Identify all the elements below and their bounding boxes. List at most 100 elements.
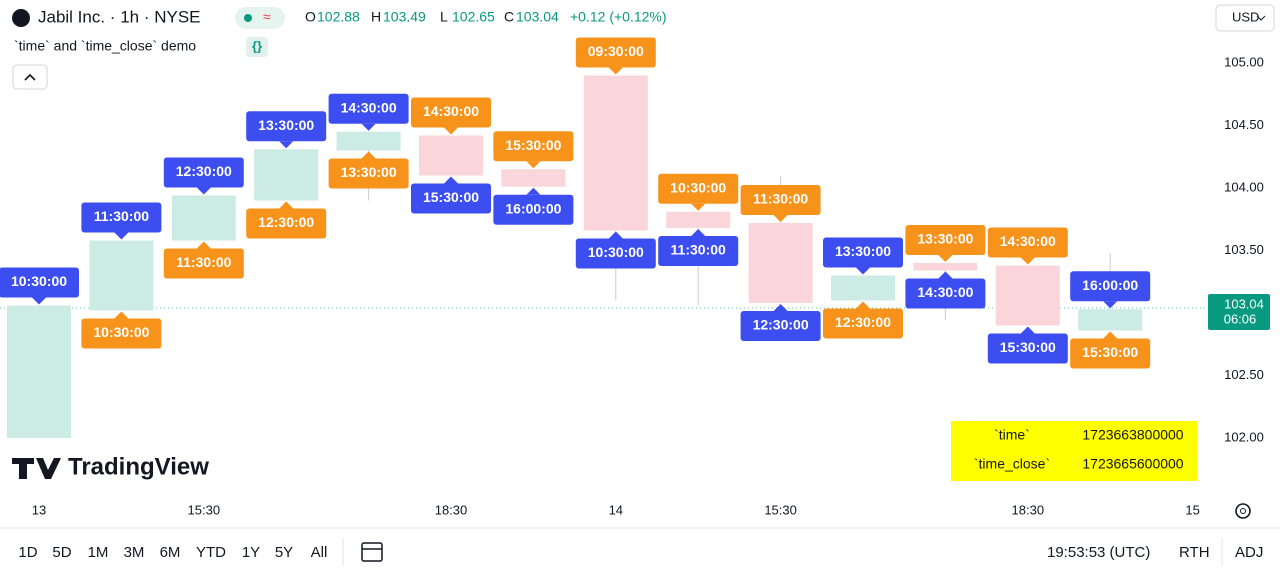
time-label-box bbox=[246, 208, 327, 239]
time-label: 11:30:00 bbox=[94, 208, 149, 224]
candle-body bbox=[419, 135, 483, 176]
x-tick-label: 18:30 bbox=[435, 502, 468, 517]
time-label-arrow bbox=[773, 215, 788, 222]
price-change: +0.12 (+0.12%) bbox=[570, 9, 667, 25]
table-cell: `time` bbox=[994, 427, 1030, 443]
time-label: 13:30:00 bbox=[917, 231, 973, 247]
symbol-title[interactable]: Jabil Inc. · 1h · NYSE bbox=[38, 7, 201, 26]
x-tick-label: 15 bbox=[1185, 502, 1199, 517]
time-label-box bbox=[328, 93, 409, 124]
time-label-box bbox=[987, 333, 1068, 364]
time-label-box bbox=[81, 318, 162, 349]
currency-caret bbox=[1256, 15, 1266, 21]
range-button[interactable]: 1Y bbox=[242, 544, 260, 561]
y-tick-label: 102.50 bbox=[1224, 367, 1264, 382]
candle-body bbox=[913, 263, 978, 271]
time-label-arrow bbox=[361, 123, 376, 131]
time-label: 10:30:00 bbox=[93, 324, 149, 340]
indicator-name[interactable]: `time` and `time_close` demo bbox=[14, 38, 196, 54]
clock[interactable]: 19:53:53 (UTC) bbox=[1047, 544, 1150, 561]
time-label: 11:30:00 bbox=[176, 254, 231, 270]
time-label-box bbox=[163, 157, 244, 188]
range-button[interactable]: 1D bbox=[18, 544, 37, 561]
ohlc-key: C bbox=[504, 9, 514, 25]
time-label-box bbox=[163, 248, 244, 279]
time-label: 14:30:00 bbox=[341, 99, 397, 115]
candle-body bbox=[89, 240, 154, 311]
time-label: 13:30:00 bbox=[341, 164, 397, 180]
time-label: 12:30:00 bbox=[176, 163, 232, 179]
info-table bbox=[951, 421, 1197, 481]
time-label-box bbox=[81, 202, 162, 233]
collapse-button[interactable] bbox=[12, 64, 48, 90]
time-label: 16:00:00 bbox=[1082, 277, 1138, 293]
time-label-box bbox=[987, 227, 1068, 258]
time-label-arrow bbox=[196, 241, 211, 249]
time-label-box bbox=[1070, 338, 1151, 369]
watermark[interactable]: TradingView bbox=[68, 453, 209, 480]
time-label-arrow bbox=[938, 255, 953, 262]
time-label-arrow bbox=[1103, 301, 1118, 309]
table-cell: 1723665600000 bbox=[1082, 456, 1183, 472]
time-label-box bbox=[493, 194, 574, 225]
time-label-arrow bbox=[114, 232, 129, 240]
time-label-arrow bbox=[279, 141, 294, 149]
time-label-box bbox=[1070, 271, 1151, 302]
market-status[interactable] bbox=[235, 7, 285, 29]
range-button[interactable]: All bbox=[311, 544, 328, 561]
time-label-box bbox=[246, 111, 327, 142]
time-label-arrow bbox=[32, 297, 46, 305]
time-label-arrow bbox=[938, 271, 953, 279]
range-button[interactable]: 3M bbox=[124, 544, 145, 561]
x-tick-label: 18:30 bbox=[1012, 502, 1045, 517]
x-tick-label: 13 bbox=[32, 502, 46, 517]
time-label-arrow bbox=[444, 176, 458, 184]
adjust-toggle[interactable]: ADJ bbox=[1235, 544, 1263, 561]
plot-area: 10:30:00 11:30:00 10:30:00 12:30:00 11:30:00… bbox=[0, 37, 1205, 438]
session-toggle[interactable]: RTH bbox=[1179, 544, 1210, 561]
time-label-arrow bbox=[1020, 257, 1035, 265]
range-button[interactable]: 5D bbox=[52, 544, 71, 561]
range-button[interactable]: 5Y bbox=[275, 544, 293, 561]
countdown: 06:06 bbox=[1224, 311, 1257, 326]
candle-body bbox=[666, 211, 731, 228]
candle-body bbox=[336, 131, 401, 151]
time-label: 12:30:00 bbox=[258, 214, 314, 230]
time-label: 14:30:00 bbox=[1000, 233, 1056, 249]
settings-icon-core bbox=[1240, 508, 1246, 514]
range-button[interactable]: 6M bbox=[160, 544, 181, 561]
y-tick-label: 104.50 bbox=[1224, 117, 1264, 132]
ohlc-value: 102.88 bbox=[317, 9, 360, 25]
time-label-box bbox=[328, 158, 409, 189]
ohlc-key: L bbox=[440, 9, 448, 25]
ohlc-value: 102.65 bbox=[452, 9, 495, 25]
candle-body bbox=[748, 223, 813, 303]
source-code-icon: {} bbox=[252, 38, 262, 53]
time-label-arrow bbox=[114, 311, 129, 319]
source-code-button[interactable] bbox=[246, 37, 268, 57]
x-tick-label: 15:30 bbox=[764, 502, 797, 517]
y-tick-label: 103.50 bbox=[1224, 242, 1264, 257]
time-label-arrow bbox=[691, 229, 706, 236]
time-label: 15:30:00 bbox=[423, 189, 479, 205]
currency-button[interactable] bbox=[1215, 4, 1275, 32]
candle-body bbox=[995, 265, 1060, 326]
time-label-arrow bbox=[608, 67, 623, 75]
range-button[interactable]: YTD bbox=[196, 544, 226, 561]
last-price-tag bbox=[1208, 294, 1270, 330]
candle-body bbox=[171, 195, 236, 241]
table-cell: 1723663800000 bbox=[1082, 427, 1183, 443]
date-range-button[interactable] bbox=[361, 542, 383, 562]
time-label-box bbox=[740, 311, 821, 341]
time-label-box bbox=[658, 236, 739, 266]
time-label-box bbox=[658, 173, 739, 204]
status-dot bbox=[244, 14, 252, 22]
candle-body bbox=[254, 149, 319, 201]
range-button[interactable]: 1M bbox=[88, 544, 109, 561]
ohlc-key: O bbox=[305, 9, 316, 25]
settings-icon[interactable] bbox=[1235, 503, 1251, 519]
time-label-box bbox=[0, 267, 79, 298]
time-label-arrow bbox=[856, 267, 870, 275]
time-label: 16:00:00 bbox=[505, 200, 561, 216]
